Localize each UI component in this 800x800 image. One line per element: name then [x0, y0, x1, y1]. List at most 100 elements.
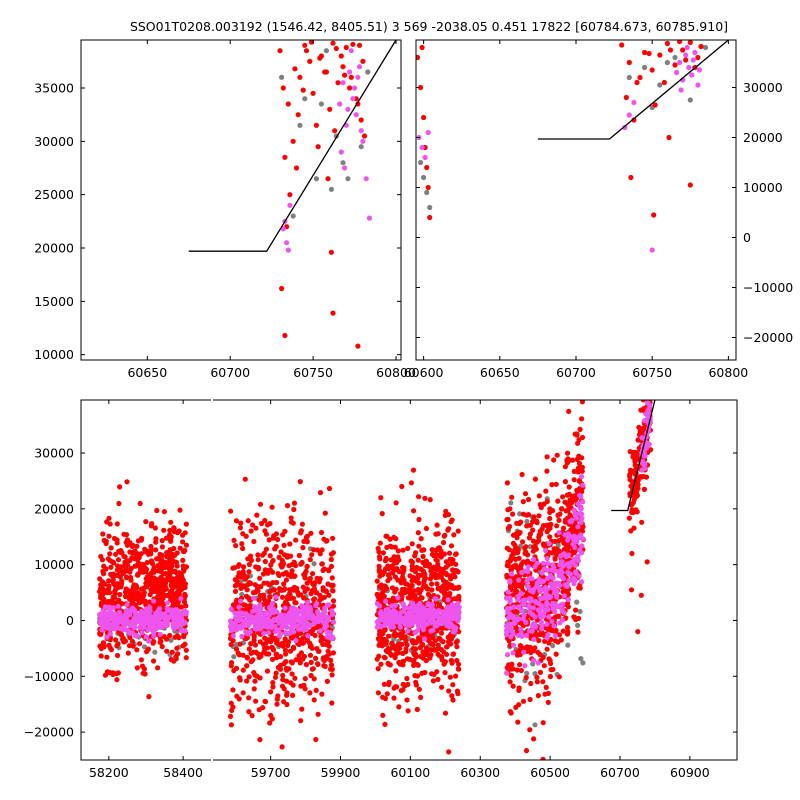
data-point-magenta — [535, 660, 541, 666]
data-point-magenta — [428, 603, 434, 609]
data-point-magenta — [173, 619, 179, 626]
data-point-red — [574, 456, 580, 462]
data-point-red — [375, 545, 381, 552]
data-point-red — [159, 552, 165, 559]
data-point-red — [302, 588, 308, 595]
data-point-red — [666, 134, 672, 141]
data-point-red — [236, 562, 242, 568]
data-point-red — [120, 570, 126, 577]
data-point-red — [439, 684, 445, 690]
data-point-red — [427, 497, 433, 503]
data-point-magenta — [444, 623, 450, 629]
data-point-magenta — [311, 620, 318, 626]
data-point-red — [409, 583, 415, 589]
data-point-red — [378, 661, 384, 667]
data-point-magenta — [291, 629, 297, 635]
data-point-magenta — [329, 611, 335, 618]
data-point-red — [382, 583, 388, 589]
data-point-red — [257, 575, 263, 581]
data-point-magenta — [573, 569, 579, 575]
data-point-red — [422, 495, 428, 501]
data-point-red — [434, 522, 440, 528]
data-point-magenta — [356, 64, 363, 70]
data-point-red — [258, 584, 264, 590]
data-point-red — [122, 593, 129, 600]
data-point-red — [243, 533, 249, 539]
data-point-red — [132, 548, 138, 554]
data-point-red — [268, 689, 274, 695]
data-point-red — [159, 643, 165, 650]
data-point-red — [513, 546, 519, 553]
data-point-red — [629, 507, 635, 513]
data-point-red — [409, 541, 415, 547]
data-point-red — [148, 587, 154, 593]
data-point-red — [297, 74, 303, 80]
data-point-red — [230, 687, 236, 693]
data-point-magenta — [529, 576, 535, 582]
data-point-magenta — [566, 577, 572, 584]
data-point-red — [412, 569, 418, 575]
data-point-red — [104, 590, 110, 596]
data-point-red — [293, 165, 300, 171]
data-point-red — [536, 637, 542, 644]
y-tick-label: −20000 — [24, 725, 74, 740]
data-point-red — [573, 607, 579, 613]
data-point-red — [162, 580, 169, 587]
data-point-red — [114, 537, 120, 543]
data-point-magenta — [690, 57, 696, 63]
data-point-red — [227, 713, 234, 720]
data-point-red — [144, 560, 150, 566]
data-point-magenta — [522, 597, 528, 603]
data-point-red — [283, 570, 289, 576]
data-point-red — [290, 138, 296, 144]
data-point-magenta — [146, 638, 152, 644]
data-point-red — [383, 566, 389, 572]
data-point-magenta — [236, 618, 242, 624]
data-point-magenta — [97, 611, 103, 618]
data-point-magenta — [151, 598, 157, 604]
data-point-red — [414, 706, 420, 713]
data-point-red — [544, 646, 550, 652]
data-point-magenta — [507, 599, 513, 605]
data-point-red — [102, 672, 108, 678]
data-point-red — [404, 675, 410, 682]
data-point-magenta — [286, 613, 292, 619]
data-point-red — [279, 744, 285, 750]
data-point-magenta — [300, 615, 306, 621]
data-point-magenta — [518, 591, 525, 597]
data-point-red — [554, 523, 560, 529]
data-point-magenta — [455, 600, 461, 607]
data-point-red — [626, 59, 632, 66]
data-point-magenta — [445, 617, 451, 623]
data-point-red — [262, 528, 268, 534]
data-point-red — [289, 568, 295, 574]
data-point-red — [161, 509, 167, 515]
data-point-red — [180, 539, 186, 545]
data-point-red — [296, 592, 302, 598]
data-point-red — [330, 588, 336, 594]
data-point-red — [143, 580, 149, 587]
data-point-red — [399, 483, 405, 490]
data-point-magenta — [252, 619, 258, 625]
data-point-magenta — [649, 247, 655, 253]
data-point-magenta — [262, 616, 268, 623]
data-point-magenta — [579, 543, 585, 549]
data-point-red — [545, 690, 552, 697]
data-point-red — [556, 632, 563, 638]
data-point-red — [544, 522, 550, 529]
data-point-magenta — [572, 562, 578, 568]
data-point-magenta — [325, 615, 332, 621]
data-point-magenta — [538, 596, 544, 602]
data-point-magenta — [445, 597, 451, 603]
data-point-magenta — [531, 636, 537, 642]
data-point-red — [292, 66, 298, 72]
data-point-magenta — [642, 465, 648, 472]
data-point-red — [375, 690, 381, 696]
data-point-magenta — [532, 564, 538, 570]
data-point-gray — [672, 54, 678, 61]
data-point-red — [544, 454, 550, 460]
data-point-red — [141, 592, 147, 599]
data-point-magenta — [242, 611, 248, 617]
data-point-red — [377, 556, 383, 562]
data-point-red — [289, 586, 296, 592]
